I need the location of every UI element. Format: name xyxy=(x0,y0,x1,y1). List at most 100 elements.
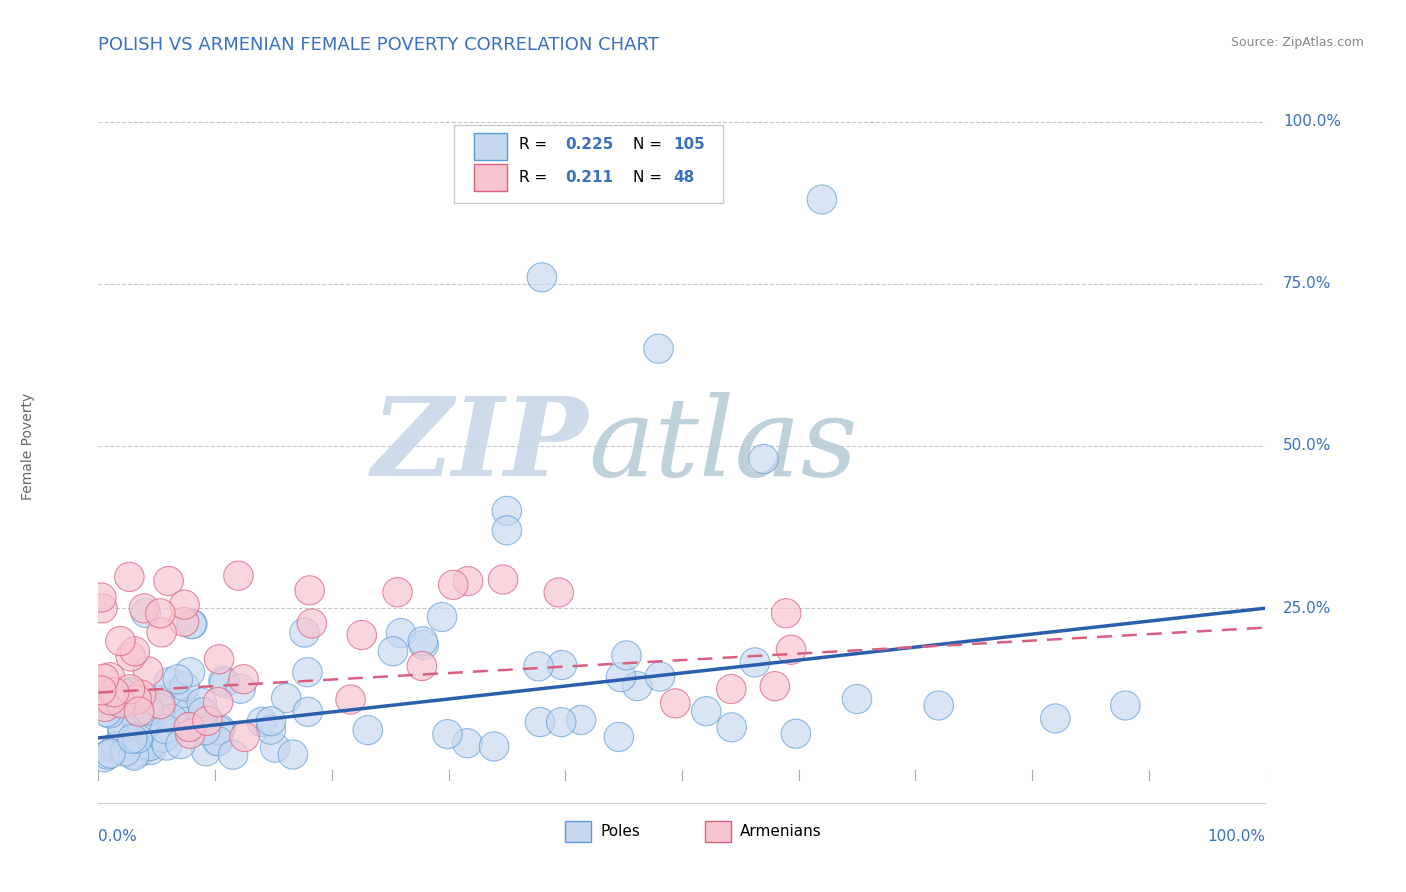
Ellipse shape xyxy=(924,691,953,720)
Ellipse shape xyxy=(124,697,153,726)
Ellipse shape xyxy=(115,674,145,704)
Ellipse shape xyxy=(605,723,634,752)
Ellipse shape xyxy=(135,731,165,760)
Ellipse shape xyxy=(134,657,163,686)
Ellipse shape xyxy=(193,706,222,735)
Ellipse shape xyxy=(209,668,239,698)
Ellipse shape xyxy=(218,740,247,769)
Ellipse shape xyxy=(408,651,437,681)
Ellipse shape xyxy=(131,599,160,628)
Ellipse shape xyxy=(93,740,122,769)
Ellipse shape xyxy=(170,591,200,619)
Ellipse shape xyxy=(122,724,152,753)
Text: 0.0%: 0.0% xyxy=(98,829,138,844)
Ellipse shape xyxy=(177,609,207,639)
Ellipse shape xyxy=(120,741,149,771)
Ellipse shape xyxy=(612,640,641,670)
Ellipse shape xyxy=(129,594,159,623)
Ellipse shape xyxy=(260,733,290,763)
Ellipse shape xyxy=(256,715,285,744)
Ellipse shape xyxy=(336,685,366,714)
Ellipse shape xyxy=(527,263,557,292)
Ellipse shape xyxy=(145,690,174,719)
Ellipse shape xyxy=(204,726,233,756)
Text: 100.0%: 100.0% xyxy=(1208,829,1265,844)
Ellipse shape xyxy=(131,730,160,758)
Ellipse shape xyxy=(134,696,163,725)
Ellipse shape xyxy=(453,729,482,758)
Ellipse shape xyxy=(117,678,146,706)
Ellipse shape xyxy=(145,685,174,714)
Ellipse shape xyxy=(378,637,408,665)
Ellipse shape xyxy=(163,665,193,694)
Ellipse shape xyxy=(782,719,811,748)
Ellipse shape xyxy=(111,737,141,766)
Ellipse shape xyxy=(159,681,188,709)
Ellipse shape xyxy=(87,583,117,612)
Text: ZIP: ZIP xyxy=(373,392,589,500)
Ellipse shape xyxy=(108,716,138,746)
FancyBboxPatch shape xyxy=(454,125,723,203)
Ellipse shape xyxy=(153,566,183,596)
Text: N =: N = xyxy=(633,137,662,153)
Ellipse shape xyxy=(526,707,555,737)
Ellipse shape xyxy=(195,707,225,737)
Ellipse shape xyxy=(176,719,205,748)
Ellipse shape xyxy=(623,672,652,701)
Ellipse shape xyxy=(1111,691,1140,720)
Ellipse shape xyxy=(229,665,259,694)
Ellipse shape xyxy=(155,719,184,748)
Ellipse shape xyxy=(145,694,174,723)
Ellipse shape xyxy=(105,626,135,656)
Ellipse shape xyxy=(174,698,204,727)
Text: N =: N = xyxy=(633,170,662,186)
Ellipse shape xyxy=(740,648,769,677)
Ellipse shape xyxy=(91,698,121,727)
Text: Source: ZipAtlas.com: Source: ZipAtlas.com xyxy=(1230,36,1364,49)
Ellipse shape xyxy=(149,723,179,752)
Text: 0.225: 0.225 xyxy=(565,137,613,153)
Ellipse shape xyxy=(717,713,747,742)
Ellipse shape xyxy=(645,662,675,691)
Text: R =: R = xyxy=(519,137,547,153)
Ellipse shape xyxy=(229,723,260,752)
Ellipse shape xyxy=(208,666,238,696)
Ellipse shape xyxy=(292,657,322,687)
FancyBboxPatch shape xyxy=(474,164,508,191)
Ellipse shape xyxy=(353,715,382,745)
Ellipse shape xyxy=(290,618,319,648)
Ellipse shape xyxy=(115,682,145,711)
Text: Poles: Poles xyxy=(600,824,640,838)
Text: POLISH VS ARMENIAN FEMALE POVERTY CORRELATION CHART: POLISH VS ARMENIAN FEMALE POVERTY CORREL… xyxy=(98,36,659,54)
Ellipse shape xyxy=(118,739,148,769)
Text: 48: 48 xyxy=(673,170,695,186)
Ellipse shape xyxy=(152,731,181,760)
Ellipse shape xyxy=(191,737,221,766)
Ellipse shape xyxy=(100,678,129,707)
Ellipse shape xyxy=(692,697,721,726)
Ellipse shape xyxy=(146,618,176,647)
Ellipse shape xyxy=(772,599,801,628)
Ellipse shape xyxy=(439,570,468,599)
Text: 100.0%: 100.0% xyxy=(1282,114,1341,129)
Ellipse shape xyxy=(204,716,233,745)
Ellipse shape xyxy=(297,609,326,638)
Text: 75.0%: 75.0% xyxy=(1282,277,1331,292)
FancyBboxPatch shape xyxy=(565,821,591,842)
Ellipse shape xyxy=(205,714,235,744)
Ellipse shape xyxy=(122,685,152,714)
FancyBboxPatch shape xyxy=(706,821,731,842)
Ellipse shape xyxy=(108,713,138,742)
Ellipse shape xyxy=(150,714,180,744)
Ellipse shape xyxy=(524,652,554,681)
Ellipse shape xyxy=(408,627,437,656)
Ellipse shape xyxy=(120,637,149,666)
Text: R =: R = xyxy=(519,170,547,186)
Text: atlas: atlas xyxy=(589,392,858,500)
Ellipse shape xyxy=(661,689,690,718)
Ellipse shape xyxy=(110,679,139,708)
Ellipse shape xyxy=(295,575,325,605)
Ellipse shape xyxy=(382,578,412,607)
Ellipse shape xyxy=(170,672,200,701)
Ellipse shape xyxy=(96,686,125,714)
